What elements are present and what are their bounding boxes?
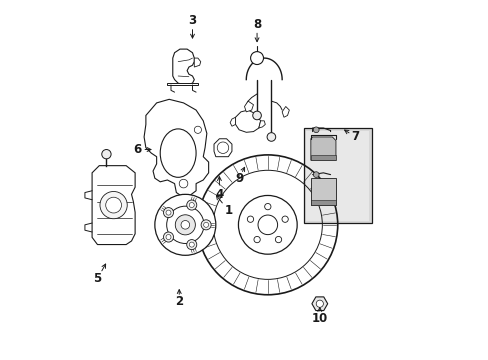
Circle shape	[189, 203, 194, 208]
Circle shape	[181, 221, 189, 229]
Circle shape	[247, 216, 253, 222]
Ellipse shape	[160, 129, 196, 177]
Text: 6: 6	[133, 143, 141, 156]
Polygon shape	[144, 99, 208, 196]
Text: 7: 7	[351, 130, 359, 144]
FancyBboxPatch shape	[305, 131, 368, 221]
Circle shape	[194, 126, 201, 134]
Text: 4: 4	[215, 188, 223, 201]
Circle shape	[264, 203, 270, 210]
Polygon shape	[92, 166, 135, 244]
Circle shape	[266, 133, 275, 141]
Bar	[310, 201, 335, 205]
Circle shape	[186, 200, 196, 210]
Polygon shape	[172, 49, 194, 85]
Circle shape	[313, 127, 319, 133]
Text: 2: 2	[175, 296, 183, 309]
Circle shape	[105, 197, 121, 213]
Polygon shape	[235, 110, 260, 132]
Circle shape	[189, 242, 194, 247]
Bar	[310, 155, 335, 160]
Circle shape	[217, 142, 228, 153]
Circle shape	[198, 155, 337, 295]
Circle shape	[313, 172, 319, 177]
Circle shape	[166, 206, 203, 243]
Text: 10: 10	[311, 311, 327, 325]
Circle shape	[175, 215, 195, 235]
Circle shape	[179, 179, 187, 188]
Circle shape	[186, 240, 196, 249]
Circle shape	[258, 215, 277, 235]
Circle shape	[316, 300, 323, 307]
Polygon shape	[167, 83, 198, 85]
Circle shape	[282, 216, 288, 222]
Polygon shape	[258, 121, 265, 128]
Circle shape	[275, 237, 281, 243]
Polygon shape	[310, 137, 335, 160]
Circle shape	[102, 149, 111, 159]
Text: 5: 5	[93, 272, 102, 285]
Circle shape	[163, 208, 173, 218]
Text: 8: 8	[252, 18, 261, 31]
Polygon shape	[310, 178, 335, 205]
Polygon shape	[282, 107, 289, 117]
Circle shape	[165, 235, 171, 239]
Circle shape	[238, 195, 297, 254]
Circle shape	[100, 192, 127, 219]
Circle shape	[201, 220, 211, 230]
Polygon shape	[244, 101, 253, 112]
Circle shape	[250, 51, 263, 64]
Text: 9: 9	[235, 172, 243, 185]
Polygon shape	[194, 58, 201, 67]
Circle shape	[253, 237, 260, 243]
Text: 3: 3	[188, 14, 196, 27]
Circle shape	[165, 210, 171, 215]
Circle shape	[203, 222, 208, 227]
FancyBboxPatch shape	[303, 128, 371, 223]
Text: 1: 1	[224, 204, 232, 217]
Circle shape	[163, 232, 173, 242]
Polygon shape	[230, 117, 235, 126]
Polygon shape	[214, 139, 231, 157]
Circle shape	[252, 111, 261, 120]
Circle shape	[155, 194, 215, 255]
